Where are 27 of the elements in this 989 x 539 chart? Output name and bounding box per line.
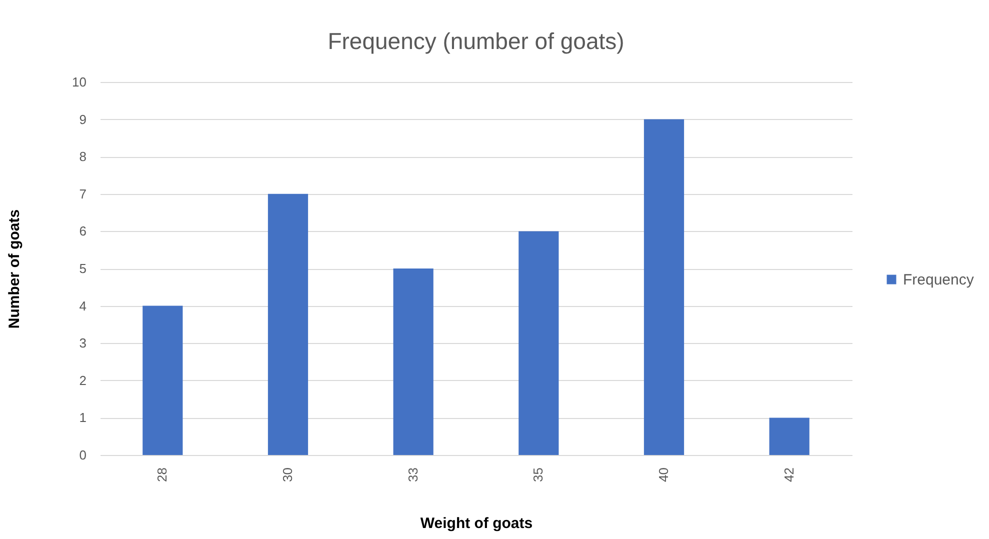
y-tick-label: 1 xyxy=(79,410,86,426)
y-tick-label: 5 xyxy=(79,261,86,276)
y-tick-label: 3 xyxy=(79,336,86,351)
y-tick-label: 4 xyxy=(79,298,86,314)
bar xyxy=(644,119,684,455)
y-tick-label: 2 xyxy=(79,372,86,388)
bar xyxy=(268,194,308,455)
y-axis-title: Number of goats xyxy=(6,209,24,329)
chart-title: Frequency (number of goats) xyxy=(328,28,624,54)
y-tick-label: 10 xyxy=(72,74,86,90)
bar xyxy=(393,268,434,455)
y-tick-label: 7 xyxy=(79,186,86,202)
x-axis-title: Weight of goats xyxy=(420,514,533,532)
y-tick-label: 6 xyxy=(79,224,86,239)
y-tick-label: 0 xyxy=(79,448,86,462)
x-tick-label: 33 xyxy=(405,468,420,482)
legend-label: Frequency xyxy=(903,272,974,288)
x-tick-label: 35 xyxy=(530,468,546,482)
x-tick-label: 28 xyxy=(154,468,170,482)
y-tick-label: 8 xyxy=(79,149,86,164)
x-tick-label: 42 xyxy=(781,468,796,482)
x-tick-label: 30 xyxy=(280,468,295,482)
bar xyxy=(518,231,559,455)
bar xyxy=(142,306,183,455)
bar xyxy=(769,418,810,455)
x-tick-label: 40 xyxy=(656,468,671,482)
y-tick-label: 9 xyxy=(79,112,86,127)
